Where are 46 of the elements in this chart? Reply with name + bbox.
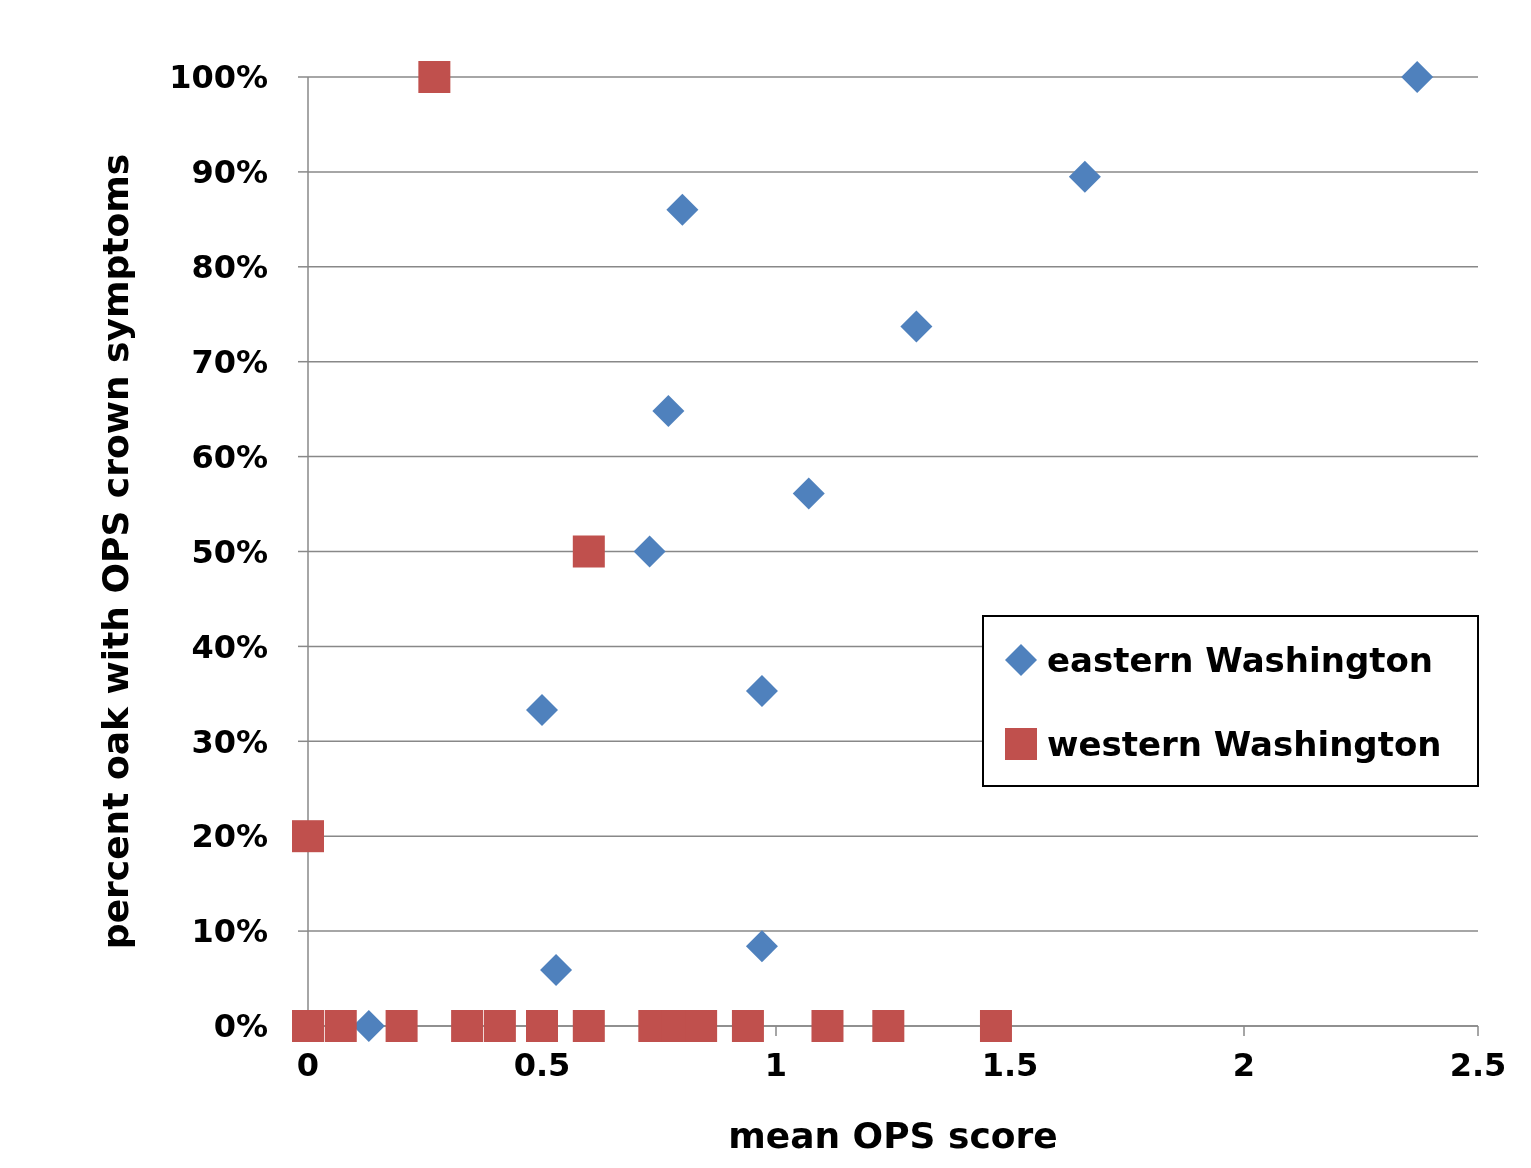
y-tick-label: 40% bbox=[191, 627, 268, 666]
point bbox=[811, 1010, 844, 1042]
x-axis-title: mean OPS score bbox=[728, 1115, 1058, 1156]
point bbox=[483, 1010, 516, 1042]
x-tick-label: 0 bbox=[296, 1046, 320, 1084]
point bbox=[979, 1010, 1012, 1042]
x-tick-label: 2.5 bbox=[1449, 1046, 1507, 1084]
point bbox=[633, 535, 666, 568]
x-tick-label: 1.5 bbox=[981, 1046, 1039, 1084]
point bbox=[745, 930, 778, 963]
point bbox=[526, 1010, 558, 1042]
y-tick-label: 10% bbox=[191, 912, 268, 951]
y-tick-label: 70% bbox=[191, 342, 268, 381]
y-tick-label: 60% bbox=[191, 437, 268, 476]
point bbox=[572, 535, 605, 568]
point bbox=[292, 820, 324, 853]
point bbox=[1401, 61, 1434, 93]
point bbox=[418, 61, 451, 93]
legend-label: eastern Washington bbox=[1047, 639, 1434, 680]
legend-label: western Washington bbox=[1047, 723, 1442, 764]
x-tick-label: 2 bbox=[1232, 1046, 1256, 1084]
y-tick-label: 30% bbox=[191, 722, 268, 761]
y-tick-label: 80% bbox=[191, 248, 268, 286]
y-tick-label: 50% bbox=[191, 532, 268, 571]
point bbox=[666, 193, 699, 226]
x-tick-label: 0.5 bbox=[513, 1046, 571, 1084]
point bbox=[324, 1010, 357, 1042]
point bbox=[652, 395, 685, 428]
y-tick-label: 100% bbox=[169, 58, 268, 97]
point bbox=[385, 1010, 418, 1042]
y-tick-label: 20% bbox=[191, 817, 268, 856]
point bbox=[292, 1010, 324, 1042]
point bbox=[1068, 160, 1101, 193]
y-axis-title: percent oak with OPS crown symptoms bbox=[95, 153, 136, 950]
point bbox=[745, 675, 778, 707]
point bbox=[540, 954, 573, 987]
point bbox=[792, 477, 825, 510]
point bbox=[526, 693, 558, 726]
point bbox=[451, 1010, 484, 1042]
point bbox=[572, 1010, 605, 1042]
y-tick-label: 0% bbox=[213, 1007, 268, 1046]
point bbox=[731, 1010, 764, 1042]
y-tick-label: 90% bbox=[191, 153, 268, 192]
point bbox=[900, 310, 933, 343]
point bbox=[872, 1010, 905, 1042]
x-tick-label: 1 bbox=[764, 1046, 788, 1084]
